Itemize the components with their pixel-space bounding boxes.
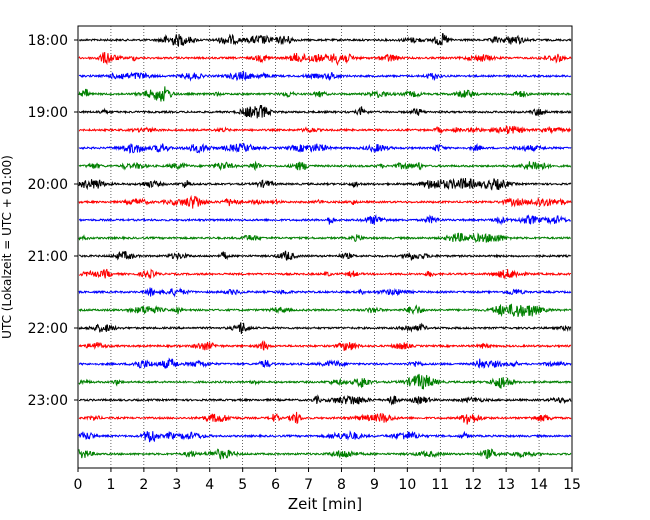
trace-2015 xyxy=(78,194,572,209)
x-tick-label-0: 0 xyxy=(74,477,83,493)
trace-2230 xyxy=(78,357,572,369)
trace-2100 xyxy=(78,250,572,261)
y-tick-label-0: 18:00 xyxy=(28,33,68,49)
y-tick-label-1: 19:00 xyxy=(28,105,68,121)
trace-2315 xyxy=(78,411,572,425)
trace-2045 xyxy=(78,232,571,244)
trace-1815 xyxy=(78,51,572,66)
y-axis-label: UTC (Lokalzeit = UTC + 01:00) xyxy=(0,155,14,339)
plot-frame xyxy=(77,25,573,469)
trace-2300 xyxy=(78,394,572,406)
y-axis-ticks: 18:00 19:00 20:00 21:00 22:00 23:00 xyxy=(28,33,78,409)
trace-2145 xyxy=(78,303,572,318)
x-tick-label-8: 8 xyxy=(337,477,346,493)
trace-1930 xyxy=(78,142,572,154)
y-tick-label-5: 23:00 xyxy=(28,393,68,409)
x-tick-label-9: 9 xyxy=(370,477,379,493)
trace-1830 xyxy=(78,70,572,82)
trace-2215 xyxy=(78,340,572,352)
x-tick-label-13: 13 xyxy=(497,477,515,493)
x-tick-label-3: 3 xyxy=(172,477,181,493)
x-tick-label-7: 7 xyxy=(304,477,313,493)
x-axis-ticks: 0 1 2 3 4 5 6 7 8 9 10 11 12 13 14 15 xyxy=(74,468,581,493)
x-tick-label-6: 6 xyxy=(271,477,280,493)
trace-2115 xyxy=(78,268,572,280)
trace-2345 xyxy=(78,448,572,461)
x-tick-label-11: 11 xyxy=(431,477,449,493)
trace-1900 xyxy=(78,105,572,119)
x-tick-label-4: 4 xyxy=(205,477,214,493)
y-tick-label-2: 20:00 xyxy=(28,177,68,193)
x-tick-label-10: 10 xyxy=(398,477,416,493)
trace-2130 xyxy=(78,287,572,298)
trace-2200 xyxy=(78,322,572,335)
trace-1800 xyxy=(78,33,572,48)
trace-1915 xyxy=(78,124,572,135)
trace-2330 xyxy=(78,430,572,443)
trace-2030 xyxy=(78,214,572,226)
y-tick-label-4: 22:00 xyxy=(28,321,68,337)
x-axis-label: Zeit [min] xyxy=(288,495,362,513)
trace-2000 xyxy=(78,177,572,191)
x-tick-label-15: 15 xyxy=(563,477,581,493)
seismogram-traces xyxy=(78,33,572,461)
x-tick-label-14: 14 xyxy=(530,477,548,493)
trace-2245 xyxy=(78,373,572,390)
y-tick-label-3: 21:00 xyxy=(28,249,68,265)
x-tick-label-5: 5 xyxy=(238,477,247,493)
x-tick-label-1: 1 xyxy=(106,477,115,493)
x-tick-label-2: 2 xyxy=(139,477,148,493)
x-tick-label-12: 12 xyxy=(464,477,482,493)
trace-1945 xyxy=(78,160,572,172)
trace-1845 xyxy=(78,86,572,102)
